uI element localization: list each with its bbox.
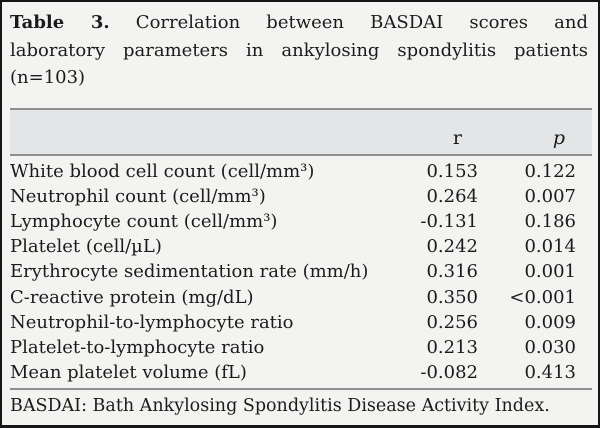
row-r-value: 0.256 [426, 311, 478, 333]
row-p-value: 0.014 [524, 236, 576, 258]
table-row: Platelet (cell/µL) 0.242 0.014 [10, 234, 592, 259]
row-r-value: 0.242 [426, 236, 478, 258]
table-title: Table 3. Correlation between BASDAI scor… [2, 2, 598, 92]
row-label: Platelet-to-lymphocyte ratio [10, 336, 265, 358]
header-r-cell: r [452, 126, 462, 149]
row-r-value: -0.082 [420, 362, 478, 384]
header-p-cell: p [552, 126, 565, 149]
row-label: White blood cell count (cell/mm³) [10, 160, 315, 182]
row-label: Erythrocyte sedimentation rate (mm/h) [10, 261, 369, 283]
row-label: Lymphocyte count (cell/mm³) [10, 210, 278, 232]
row-p-value: 0.001 [524, 261, 576, 283]
row-label: C-reactive protein (mg/dL) [10, 286, 254, 308]
rule-above-header [10, 107, 592, 110]
table-row: C-reactive protein (mg/dL) 0.350 <0.001 [10, 285, 592, 310]
row-label: Neutrophil count (cell/mm³) [10, 185, 266, 207]
row-label: Platelet (cell/µL) [10, 236, 162, 258]
row-p-value: 0.122 [524, 160, 576, 182]
row-p-value: 0.009 [524, 311, 576, 333]
table-row: Neutrophil-to-lymphocyte ratio 0.256 0.0… [10, 310, 592, 335]
table-row: Mean platelet volume (fL) -0.082 0.413 [10, 360, 592, 385]
table-title-line-1: Table 3. Correlation between BASDAI scor… [10, 9, 588, 37]
rule-above-footnote [10, 388, 592, 391]
row-label: Neutrophil-to-lymphocyte ratio [10, 311, 294, 333]
rule-below-header [10, 153, 592, 156]
row-p-value: 0.030 [524, 336, 576, 358]
table-row: White blood cell count (cell/mm³) 0.153 … [10, 159, 592, 184]
table-header-row: r p [10, 109, 592, 154]
table-row: Platelet-to-lymphocyte ratio 0.213 0.030 [10, 335, 592, 360]
table-body: White blood cell count (cell/mm³) 0.153 … [10, 156, 592, 386]
table-row: Erythrocyte sedimentation rate (mm/h) 0.… [10, 259, 592, 284]
row-p-value: 0.007 [524, 185, 576, 207]
table-title-line-3: (n=103) [10, 67, 86, 88]
row-r-value: 0.316 [426, 261, 478, 283]
row-p-value: 0.186 [524, 210, 576, 232]
table-number-label: Table 3. [10, 12, 110, 33]
table-row: Neutrophil count (cell/mm³) 0.264 0.007 [10, 184, 592, 209]
row-r-value: 0.350 [426, 286, 478, 308]
row-p-value: <0.001 [509, 286, 576, 308]
table-footnote: BASDAI: Bath Ankylosing Spondylitis Dise… [10, 396, 550, 417]
row-r-value: 0.153 [426, 160, 478, 182]
table-title-line-2: laboratory parameters in ankylosing spon… [10, 39, 588, 61]
row-r-value: 0.213 [426, 336, 478, 358]
row-r-value: 0.264 [426, 185, 478, 207]
table-title-text: Correlation between BASDAI scores and [135, 12, 588, 33]
row-label: Mean platelet volume (fL) [10, 362, 247, 384]
table-row: Lymphocyte count (cell/mm³) -0.131 0.186 [10, 209, 592, 234]
row-r-value: -0.131 [420, 210, 478, 232]
row-p-value: 0.413 [524, 362, 576, 384]
